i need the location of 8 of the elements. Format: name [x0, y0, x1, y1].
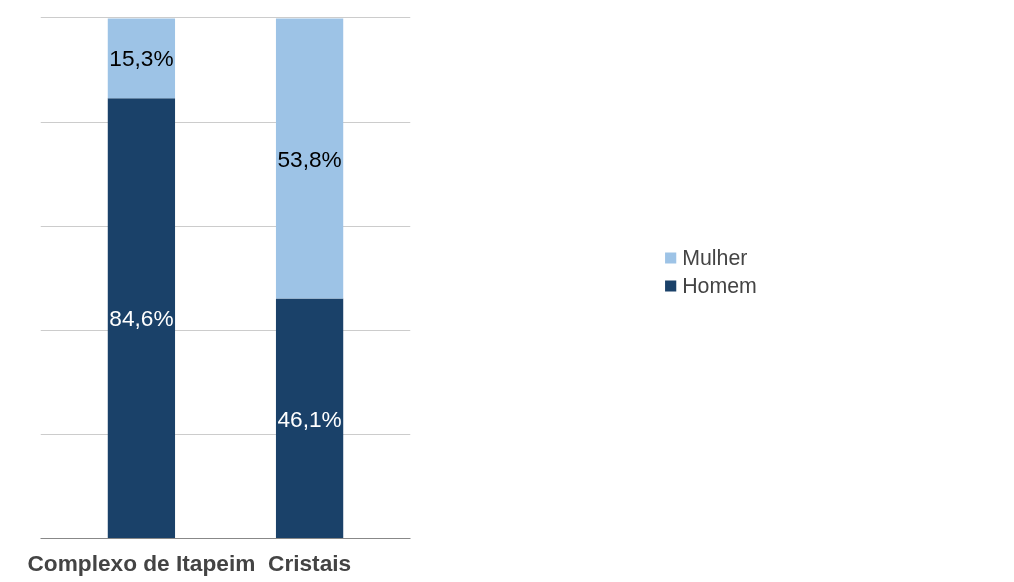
data-label: 46,1%	[277, 405, 342, 432]
data-label: 84,6%	[109, 305, 174, 332]
x-tick-label: Cristais	[268, 549, 352, 576]
legend-label: Homem	[682, 273, 757, 298]
data-label: 15,3%	[109, 45, 174, 72]
data-label: 53,8%	[277, 145, 342, 172]
x-tick-label: Complexo de Itapeim	[27, 549, 256, 576]
legend-label: Mulher	[682, 245, 748, 270]
